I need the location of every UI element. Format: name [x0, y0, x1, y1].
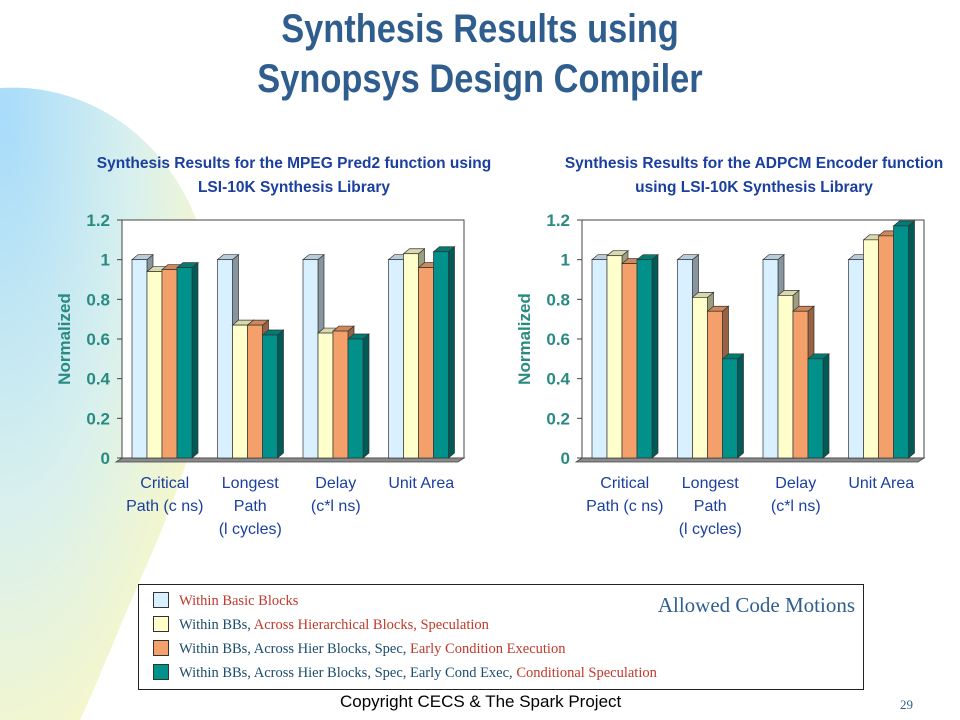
y-tick-label: 0.6: [86, 330, 110, 349]
y-axis-label: Normalized: [515, 293, 534, 385]
chart-floor: [114, 457, 466, 463]
y-tick-label: 0.8: [86, 290, 110, 309]
legend-text: Within BBs, Across Hier Blocks, Spec,: [179, 641, 411, 657]
legend-swatch: [153, 592, 169, 608]
y-tick-label: 1.2: [86, 211, 110, 230]
y-tick-label: 0.4: [86, 370, 110, 389]
legend-swatch: [153, 616, 169, 632]
mpeg-bar: [261, 329, 285, 459]
x-category-label: Longest: [682, 475, 739, 492]
legend-title: Allowed Code Motions: [657, 593, 855, 617]
x-category-label: Path: [694, 498, 727, 515]
chart-title-line: using LSI-10K Synthesis Library: [635, 179, 873, 196]
x-category-label: Path: [234, 498, 267, 515]
slide-title-line-1: Synthesis Results using: [281, 7, 679, 51]
y-tick-label: 1.2: [546, 211, 570, 230]
legend-text: Early Condition Execution: [410, 641, 566, 657]
legend-text: Within BBs, Across Hier Blocks, Spec, Ea…: [179, 665, 517, 681]
x-category-label: Path (c ns): [586, 498, 663, 515]
y-tick-label: 0.2: [546, 409, 570, 428]
y-tick-label: 0.2: [86, 409, 110, 428]
legend-item-basic-blocks: Within Basic Blocks: [153, 591, 298, 611]
slide-title-line-2: Synopsys Design Compiler: [257, 57, 703, 101]
y-tick-label: 0.8: [546, 290, 570, 309]
legend-swatch: [153, 640, 169, 656]
x-category-label: Critical: [140, 475, 189, 492]
x-category-label: Delay: [775, 475, 816, 492]
legend-text: Within Basic Blocks: [179, 593, 299, 609]
x-category-label: Longest: [222, 475, 279, 492]
x-category-label: Delay: [315, 475, 356, 492]
legend-text: Across Hierarchical Blocks, Speculation: [253, 617, 489, 633]
mpeg-bar: [176, 261, 199, 459]
page-number: 29: [900, 697, 913, 712]
y-tick-label: 0: [561, 449, 570, 468]
x-category-label: (c*l ns): [311, 498, 361, 515]
adpcm-bar: [807, 353, 830, 459]
x-category-label: Unit Area: [848, 475, 914, 492]
y-tick-label: 0: [101, 449, 110, 468]
chart-title-line: LSI-10K Synthesis Library: [198, 179, 390, 196]
chart-mpeg-pred2: Synthesis Results for the MPEG Pred2 fun…: [55, 155, 491, 538]
footer-copyright: Copyright CECS & The Spark Project: [340, 692, 622, 711]
legend-item-early-cond: Within BBs, Across Hier Blocks, Spec, Ea…: [153, 639, 565, 659]
x-category-label: (l cycles): [219, 521, 282, 538]
chart-floor: [574, 457, 926, 463]
legend-text: Conditional Speculation: [516, 665, 657, 681]
x-category-label: (c*l ns): [771, 498, 821, 515]
mpeg-bar: [432, 245, 456, 459]
legend-swatch: [153, 664, 169, 680]
adpcm-bar: [721, 353, 745, 459]
x-category-label: Critical: [600, 475, 649, 492]
mpeg-bar: [347, 333, 370, 459]
y-tick-label: 1: [561, 251, 570, 270]
chart-title-line: Synthesis Results for the ADPCM Encoder …: [565, 155, 943, 172]
adpcm-bar: [636, 253, 659, 459]
x-category-label: Path (c ns): [126, 498, 203, 515]
legend-item-hierarchical: Within BBs, Across Hierarchical Blocks, …: [153, 615, 489, 635]
x-category-label: (l cycles): [679, 521, 742, 538]
y-tick-label: 0.6: [546, 330, 570, 349]
chart-adpcm-encoder: Synthesis Results for the ADPCM Encoder …: [515, 155, 943, 538]
adpcm-bar: [892, 220, 916, 459]
chart-title-line: Synthesis Results for the MPEG Pred2 fun…: [97, 155, 491, 172]
y-axis-label: Normalized: [55, 293, 74, 385]
legend: Allowed Code Motions Within Basic Blocks…: [138, 584, 864, 690]
legend-item-cond-spec: Within BBs, Across Hier Blocks, Spec, Ea…: [153, 663, 657, 683]
y-tick-label: 0.4: [546, 370, 570, 389]
legend-text: Within BBs,: [179, 617, 254, 633]
x-category-label: Unit Area: [388, 475, 454, 492]
y-tick-label: 1: [101, 251, 110, 270]
